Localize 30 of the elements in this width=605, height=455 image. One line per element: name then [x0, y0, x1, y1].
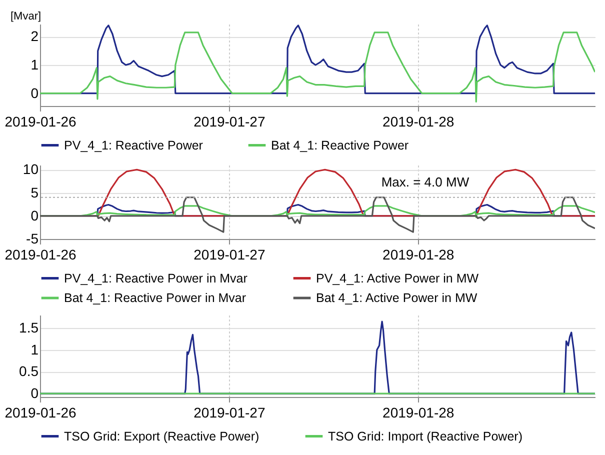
x-tick-label: 2019-01-26 [4, 246, 77, 262]
legend-label: TSO Grid: Export (Reactive Power) [64, 429, 260, 444]
y-tick-label: 0.5 [19, 363, 39, 380]
x-tick-label: 2019-01-26 [4, 114, 77, 130]
y-axis-title: [Mvar] [10, 10, 42, 22]
x-tick-label: 2019-01-27 [194, 404, 266, 420]
y-tick-label: -5 [26, 230, 39, 246]
y-tick-label: 2 [30, 28, 39, 44]
y-tick-label: 0 [30, 84, 39, 101]
x-tick-label: 2019-01-28 [382, 246, 454, 262]
legend-label: PV_4_1: Reactive Power in Mvar [64, 271, 248, 286]
legend-label: Bat 4_1: Reactive Power [271, 138, 409, 152]
x-tick-label: 2019-01-27 [194, 246, 266, 262]
y-tick-label: 0 [30, 385, 39, 402]
legend-label: Bat 4_1: Reactive Power in Mvar [64, 291, 246, 305]
x-tick-label: 2019-01-26 [4, 404, 77, 420]
legend-label: TSO Grid: Import (Reactive Power) [328, 429, 522, 444]
y-tick-label: 0 [30, 207, 39, 224]
y-tick-label: 5 [30, 184, 39, 200]
legend-label: Bat 4_1: Active Power in MW [316, 291, 478, 305]
y-tick-label: 1 [30, 56, 39, 72]
ref-line-label: Max. = 4.0 MW [381, 174, 470, 190]
y-tick-label: 10 [22, 161, 39, 178]
y-tick-label: 1.5 [19, 320, 39, 336]
y-tick-label: 1 [30, 341, 39, 358]
x-tick-label: 2019-01-27 [194, 114, 266, 130]
legend-label: PV_4_1: Reactive Power [64, 138, 203, 152]
legend-label: PV_4_1: Active Power in MW [316, 271, 479, 286]
x-tick-label: 2019-01-28 [382, 114, 454, 130]
x-tick-label: 2019-01-28 [382, 404, 454, 420]
